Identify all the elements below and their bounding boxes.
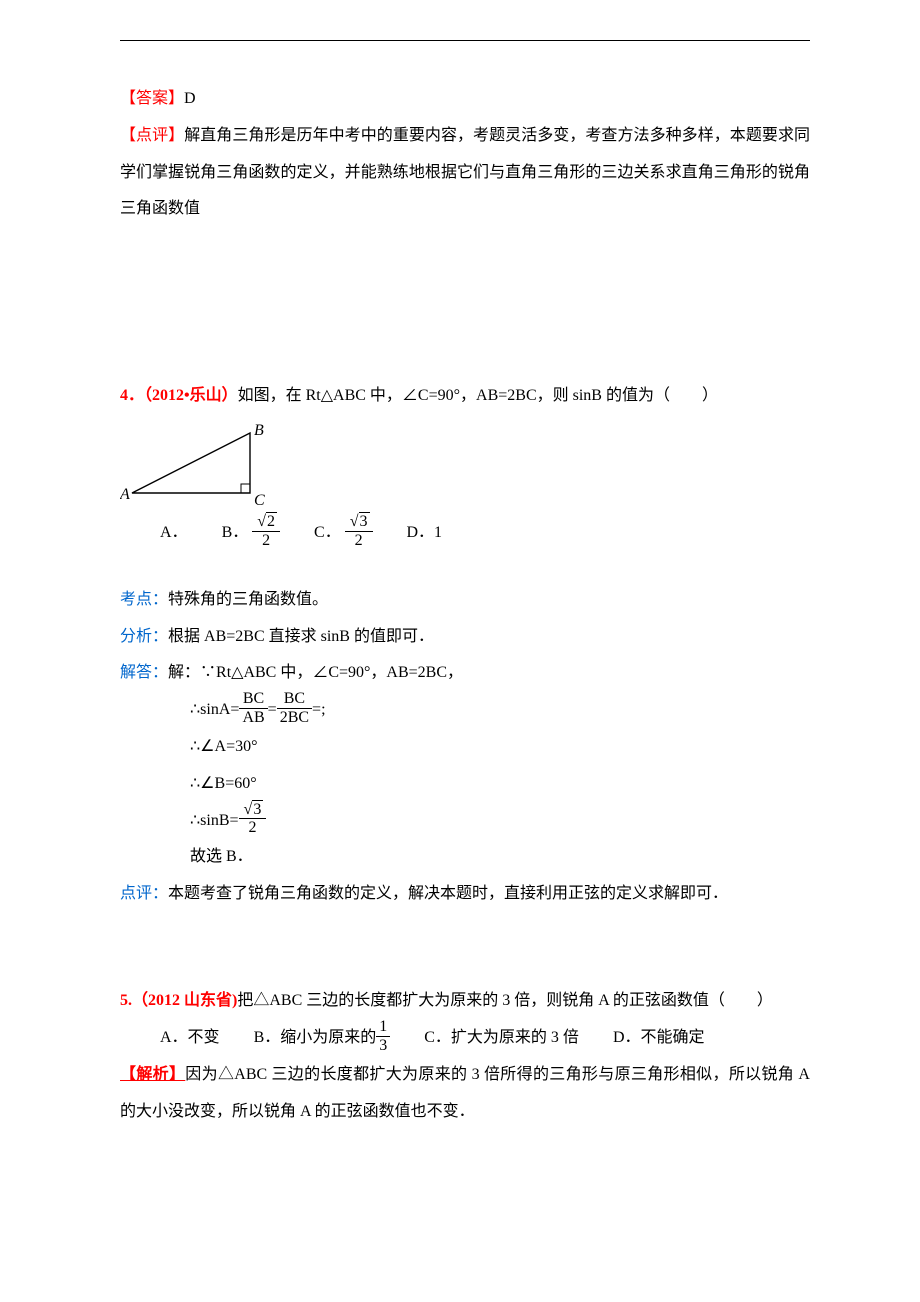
jiexi-label: 【解析】 [120, 1066, 185, 1083]
spacer [120, 913, 810, 983]
answer-value: D [184, 90, 196, 107]
q5-stem: 5.（2012 山东省)把△ABC 三边的长度都扩大为原来的 3 倍，则锐角 A… [120, 983, 810, 1020]
q4-jieda-l4: ∴∠B=60° [120, 766, 810, 803]
q4-jieda-l3: ∴∠A=30° [120, 729, 810, 766]
q5-choices: A．不变 B．缩小为原来的13 C．扩大为原来的 3 倍 D．不能确定 [120, 1020, 810, 1057]
q4-choice-c: C． 3 2 [314, 515, 372, 552]
q5-stem-text: 把△ABC 三边的长度都扩大为原来的 3 倍，则锐角 A 的正弦函数值（ ） [237, 992, 773, 1009]
q5-choice-b: B．缩小为原来的13 [254, 1020, 391, 1057]
frac-icon: 13 [376, 1018, 390, 1054]
comment-label: 【点评】 [120, 127, 184, 144]
q4-jieda-l2: ∴sinA=BCAB=BC2BC=; [120, 692, 810, 729]
q4-jieda-l6: 故选 B． [120, 839, 810, 876]
kaodian-text: 特殊角的三角函数值。 [168, 591, 328, 608]
q5-choice-c: C．扩大为原来的 3 倍 [424, 1020, 579, 1057]
frac-icon: 2 2 [252, 513, 280, 549]
jieda-line1: 解：∵Rt△ABC 中，∠C=90°，AB=2BC， [168, 664, 463, 681]
fenxi-label: 分析： [120, 628, 168, 645]
q5-choice-a: A．不变 [160, 1020, 220, 1057]
q4-number: 4．（2012•乐山） [120, 387, 238, 404]
answer-block: 【答案】D [120, 81, 810, 118]
jiexi-text: 因为△ABC 三边的长度都扩大为原来的 3 倍所得的三角形与原三角形相似，所以锐… [120, 1066, 810, 1120]
answer-label: 【答案】 [120, 90, 184, 107]
frac-icon: 3 2 [345, 513, 373, 549]
q4-choice-d: D．1 [407, 515, 443, 552]
top-rule [120, 40, 810, 41]
q5-number: 5.（2012 山东省) [120, 992, 237, 1009]
dianping-text: 本题考查了锐角三角函数的定义，解决本题时，直接利用正弦的定义求解即可． [168, 885, 728, 902]
frac-icon: BC2BC [277, 690, 312, 726]
kaodian-label: 考点： [120, 591, 168, 608]
frac-icon: 32 [239, 801, 267, 837]
comment-block: 【点评】解直角三角形是历年中考中的重要内容，考题灵活多变，考查方法多种多样，本题… [120, 118, 810, 228]
vertex-b-label: B [254, 422, 264, 439]
q4-jieda-l5: ∴sinB=32 [120, 803, 810, 840]
vertex-c-label: C [254, 492, 265, 509]
comment-text: 解直角三角形是历年中考中的重要内容，考题灵活多变，考查方法多种多样，本题要求同学… [120, 127, 810, 218]
triangle-diagram: A B C [120, 421, 280, 511]
spacer [120, 552, 810, 582]
spacer [120, 228, 810, 378]
q4-jieda-l1: 解答：解：∵Rt△ABC 中，∠C=90°，AB=2BC， [120, 655, 810, 692]
q4-stem-text: 如图，在 Rt△ABC 中，∠C=90°，AB=2BC，则 sinB 的值为（ … [238, 387, 718, 404]
page: 【答案】D 【点评】解直角三角形是历年中考中的重要内容，考题灵活多变，考查方法多… [0, 0, 920, 1190]
q4-choice-b: B． 2 2 [222, 515, 280, 552]
q4-kaodian: 考点：特殊角的三角函数值。 [120, 582, 810, 619]
q5-jiexi: 【解析】因为△ABC 三边的长度都扩大为原来的 3 倍所得的三角形与原三角形相似… [120, 1057, 810, 1131]
fenxi-text: 根据 AB=2BC 直接求 sinB 的值即可． [168, 628, 434, 645]
q4-choices: A． B． 2 2 C． 3 2 D．1 [120, 515, 810, 552]
q4-fenxi: 分析：根据 AB=2BC 直接求 sinB 的值即可． [120, 619, 810, 656]
dianping-label: 点评： [120, 885, 168, 902]
q5-choice-d: D．不能确定 [613, 1020, 705, 1057]
q4-dianping: 点评：本题考查了锐角三角函数的定义，解决本题时，直接利用正弦的定义求解即可． [120, 876, 810, 913]
jieda-label: 解答： [120, 664, 168, 681]
q4-choice-a: A． [160, 515, 188, 552]
vertex-a-label: A [120, 486, 130, 503]
frac-icon: BCAB [239, 690, 267, 726]
q4-stem: 4．（2012•乐山）如图，在 Rt△ABC 中，∠C=90°，AB=2BC，则… [120, 378, 810, 415]
